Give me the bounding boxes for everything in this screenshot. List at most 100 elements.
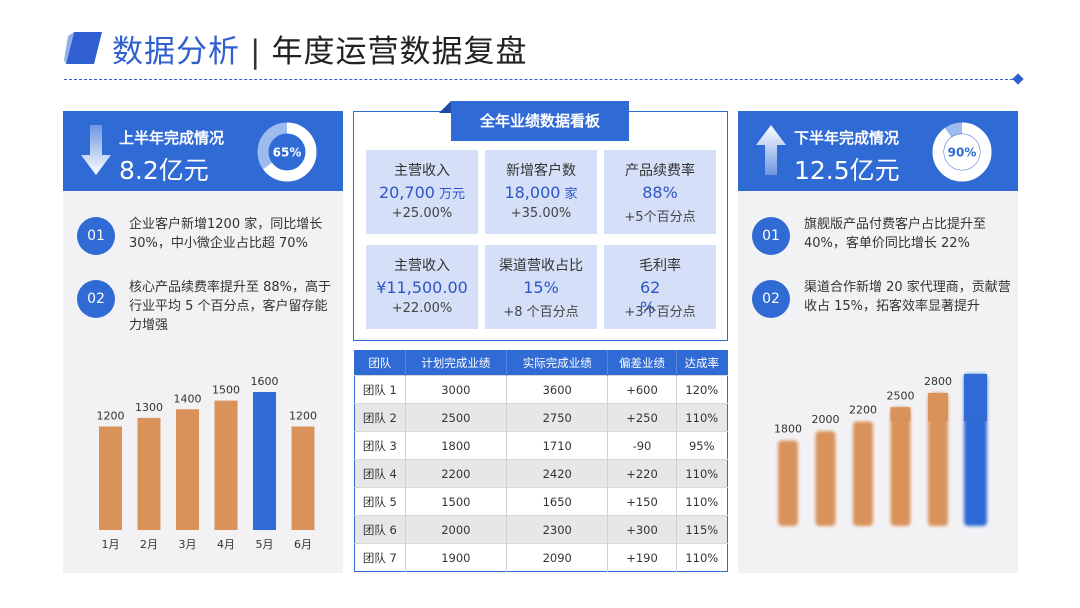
point-text: 渠道合作新增 20 家代理商，贡献营收占 15%，拓客效率显著提升: [804, 280, 1011, 314]
table-cell: 团队 7: [354, 543, 406, 572]
bar-value-label: 1600: [251, 375, 279, 388]
point-text: 旗舰版产品付费客户占比提升至 40%，客单价同比增长 22%: [804, 217, 987, 251]
table-cell: +600: [607, 375, 677, 404]
left-panel-label: 上半年完成情况: [119, 129, 225, 147]
kpi-card: 产品续费率 88% +5个百分点: [604, 150, 716, 234]
category-label: 4月: [217, 538, 235, 551]
table-cell: 团队 2: [354, 403, 406, 432]
table-cell: 2300: [506, 515, 609, 544]
logo-icon: [64, 32, 102, 64]
bar-value-label: 1200: [97, 410, 125, 423]
bar-value-label: 1400: [174, 392, 202, 405]
bar-value-label: 3200: [962, 366, 990, 369]
table-cell: 团队 6: [354, 515, 406, 544]
bar: [99, 426, 122, 530]
right-panel-label: 下半年完成情况: [794, 129, 900, 147]
bar-value-label: 1300: [135, 401, 163, 414]
table-row: 团队 7 1900 2090 +190 110%: [354, 543, 728, 572]
up-arrow-icon: [756, 125, 786, 175]
bar-value-label: 1500: [212, 384, 240, 397]
table-cell: +190: [607, 543, 677, 572]
point-number: 02: [77, 280, 115, 318]
kpi-label: 主营收入: [394, 163, 450, 179]
table-row: 团队 1 3000 3600 +600 120%: [354, 375, 728, 404]
down-arrow-icon: [81, 125, 111, 175]
point-number: 01: [77, 217, 115, 255]
bar-value-label: 2500: [887, 389, 915, 402]
page-title: 数据分析 | 年度运营数据复盘: [112, 26, 527, 71]
bar: [890, 407, 911, 526]
table-cell: 110%: [676, 459, 728, 488]
table-cell: 110%: [676, 487, 728, 516]
bar: [853, 421, 873, 526]
table-cell: 110%: [676, 403, 728, 432]
bar-cap: [964, 374, 987, 421]
table-cell: 团队 4: [354, 459, 406, 488]
header-divider-dot: [1012, 73, 1024, 85]
left-panel: 上半年完成情况 8.2亿元 65% 01 企业客户新增1200 家，同比增长 3…: [63, 111, 343, 573]
category-label: 5月: [256, 538, 274, 551]
kpi-change: +22.00%: [391, 301, 453, 316]
table-cell: +250: [607, 403, 677, 432]
kpi-label: 主营收入: [394, 258, 450, 274]
kpi-card: 毛利率 62 % +3个百分点: [604, 245, 716, 329]
table-header: 偏差业绩: [607, 350, 677, 376]
right-panel: 下半年完成情况 12.5亿元 90% 01 旗舰版产品付费客户占比提升至 40%…: [738, 111, 1018, 573]
table-row: 团队 5 1500 1650 +150 110%: [354, 487, 728, 516]
kpi-dashboard: 主营收入 20,700 万元 +25.00% 新增客户数 18,000 家 +3…: [353, 111, 728, 341]
bar: [778, 440, 798, 526]
table-row: 团队 4 2200 2420 +220 110%: [354, 459, 728, 488]
table-cell: 1800: [405, 431, 508, 460]
kpi-change: +8 个百分点: [503, 305, 579, 320]
table-header: 实际完成业绩: [506, 350, 609, 376]
table-cell: 2200: [405, 459, 508, 488]
left-bar-chart: 1200 1月 1300 2月 1400 3月 1500 4月 1600 5月 1200 6月: [97, 375, 318, 551]
table-row: 团队 3 1800 1710 -90 95%: [354, 431, 728, 460]
table-cell: 1900: [405, 543, 508, 572]
right-panel-value: 12.5亿元: [794, 156, 900, 185]
table-cell: 团队 5: [354, 487, 406, 516]
table-cell: +150: [607, 487, 677, 516]
kpi-label: 产品续费率: [625, 163, 695, 179]
bar-value-label: 1200: [289, 410, 317, 423]
table-cell: 2420: [506, 459, 609, 488]
table-cell: +300: [607, 515, 677, 544]
left-panel-header: 上半年完成情况 8.2亿元 65%: [63, 111, 343, 191]
bar: [137, 417, 161, 530]
kpi-change: +35.00%: [510, 206, 572, 221]
kpi-value: 88%: [642, 183, 678, 202]
table-cell: 1710: [506, 431, 609, 460]
table-cell: 3600: [506, 375, 609, 404]
kpi-card: 渠道营收占比 15% +8 个百分点: [485, 245, 597, 329]
title-main: 数据分析: [112, 34, 240, 70]
table-header: 达成率: [676, 350, 728, 376]
kpi-value: 20,700 万元: [378, 183, 466, 202]
table-cell: 95%: [676, 431, 728, 460]
kpi-value: 18,000 家: [504, 183, 578, 202]
dashboard-title-fold: [439, 101, 451, 113]
table-cell: +220: [607, 459, 677, 488]
kpi-label: 渠道营收占比: [499, 258, 583, 274]
bar: [214, 400, 238, 530]
header-divider: [64, 79, 1018, 80]
kpi-card: 主营收入 ¥11,500.00 +22.00%: [366, 245, 478, 329]
table-cell: 1500: [405, 487, 508, 516]
right-panel-header: 下半年完成情况 12.5亿元 90%: [738, 111, 1018, 191]
right-ring-text: 90%: [948, 146, 977, 160]
point-text: 企业客户新增1200 家，同比增长 30%，中小微企业占比超 70%: [129, 217, 323, 251]
left-panel-value: 8.2亿元: [119, 156, 209, 185]
bar-value-label: 2800: [924, 375, 952, 388]
table-cell: 1650: [506, 487, 609, 516]
kpi-change: +5个百分点: [624, 210, 696, 225]
left-ring-text: 65%: [273, 146, 302, 160]
bar: [253, 392, 276, 530]
bar: [815, 431, 836, 526]
category-label: 6月: [294, 538, 312, 551]
table-cell: -90: [607, 431, 677, 460]
table-cell: 3000: [405, 375, 508, 404]
table-cell: 2090: [506, 543, 609, 572]
table-header-row: 团队 计划完成业绩 实际完成业绩 偏差业绩 达成率: [354, 350, 728, 376]
table-row: 团队 2 2500 2750 +250 110%: [354, 403, 728, 432]
point-number: 02: [752, 280, 790, 318]
table-cell: 2500: [405, 403, 508, 432]
